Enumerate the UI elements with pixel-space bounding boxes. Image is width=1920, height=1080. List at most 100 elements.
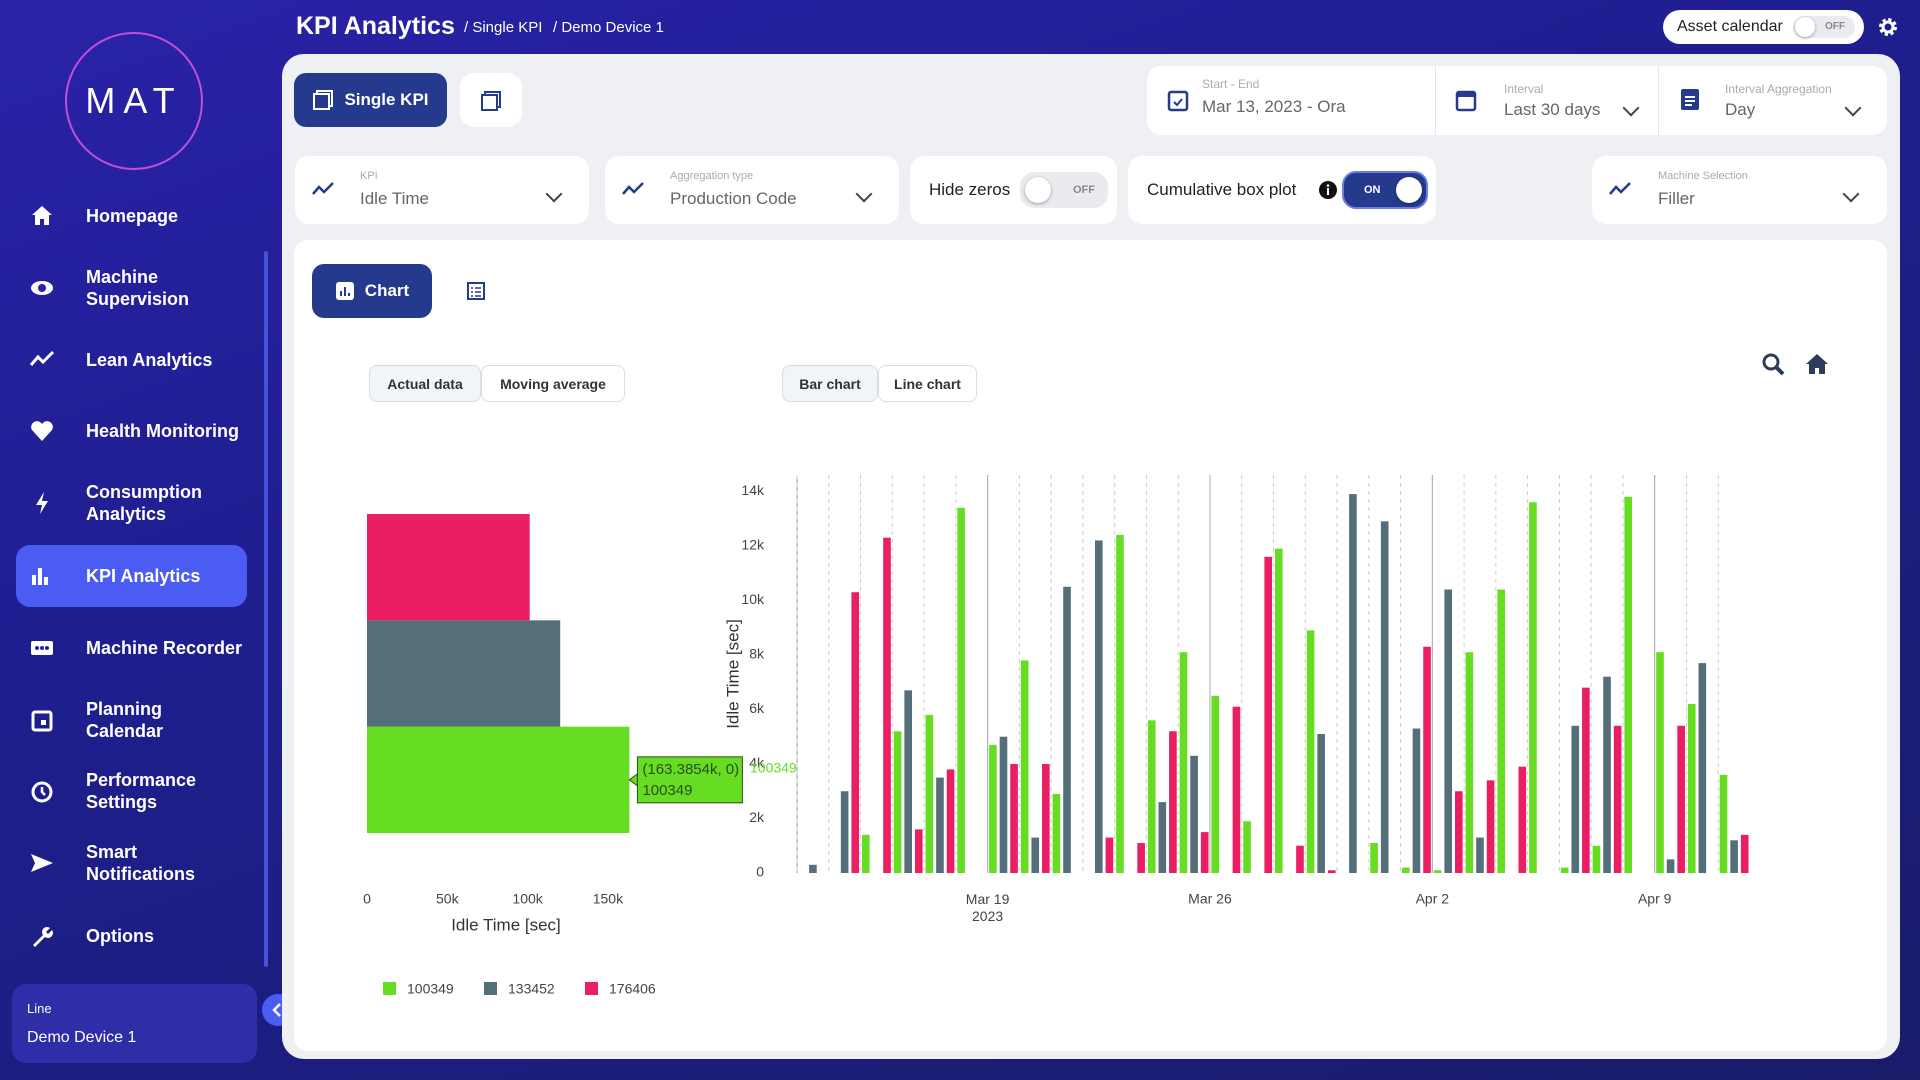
y-tick-label: 2k <box>749 809 765 825</box>
bar <box>1232 706 1241 873</box>
y-tick-label: 8k <box>749 646 765 662</box>
chart-mode-button[interactable]: Line chart <box>878 365 977 402</box>
legend-label: 100349 <box>407 981 454 997</box>
nav-item[interactable]: Smart Notifications <box>16 832 247 894</box>
bar <box>925 714 934 873</box>
filter-value: Filler <box>1658 189 1695 208</box>
bar <box>1010 763 1018 873</box>
nav-item[interactable]: Consumption Analytics <box>16 472 247 534</box>
bar <box>1719 774 1728 873</box>
x-tick-label: Mar 26 <box>1188 891 1232 907</box>
data-mode-button[interactable]: Moving average <box>481 365 625 402</box>
bar <box>1147 720 1156 873</box>
bar <box>809 864 817 873</box>
bar <box>1264 556 1273 873</box>
filter-value[interactable]: Mar 13, 2023 - Ora <box>1202 97 1346 116</box>
y-axis-title: Idle Time [sec] <box>723 619 742 729</box>
legend-swatch <box>383 982 396 995</box>
sidebar: MAT Line Demo Device 1 Homepage Machine S… <box>0 0 294 1080</box>
bar <box>1592 845 1601 873</box>
y-tick-label: 4k <box>749 755 765 771</box>
clipboard-icon <box>1681 89 1699 110</box>
nav-icon <box>31 281 53 295</box>
nav-item[interactable]: Machine Supervision <box>16 257 247 319</box>
x-tick-label: 50k <box>436 891 460 907</box>
tooltip <box>636 756 743 804</box>
chart-view-tab[interactable]: Chart <box>312 264 432 318</box>
bar <box>1497 589 1505 873</box>
zoom-icon[interactable] <box>1761 352 1787 378</box>
x-tick-label: Mar 19 2023 <box>966 891 1010 924</box>
x-tick-label: 100k <box>512 891 543 907</box>
line-selector[interactable]: Line Demo Device 1 <box>12 984 257 1063</box>
nav-item[interactable]: Lean Analytics <box>16 329 247 391</box>
nav-item[interactable]: Performance Settings <box>16 760 247 822</box>
bar <box>840 791 849 873</box>
breadcrumb[interactable]: / Single KPI <box>464 19 543 36</box>
toggle-state: OFF <box>1073 184 1095 196</box>
bar <box>1571 725 1580 873</box>
aggregation-select[interactable]: Aggregation type Production Code <box>605 156 899 224</box>
tab-label: Single KPI <box>344 90 429 109</box>
bar <box>1560 867 1569 873</box>
settings-icon[interactable] <box>1876 15 1900 39</box>
machine-select[interactable]: Machine Selection Filler <box>1592 156 1887 224</box>
bar <box>904 690 912 873</box>
nav-item[interactable]: Homepage <box>16 185 247 247</box>
bar <box>1179 652 1188 873</box>
bar <box>1296 845 1304 873</box>
nav-item[interactable]: KPI Analytics <box>16 545 247 607</box>
bar <box>1730 840 1738 873</box>
toggle[interactable]: OFF <box>1020 172 1108 208</box>
bar <box>1698 663 1707 873</box>
bar <box>1465 652 1474 873</box>
bar <box>1454 791 1463 873</box>
nav-label: Health Monitoring <box>86 421 239 441</box>
tab-label: Chart <box>364 281 410 300</box>
filter-value: Production Code <box>670 189 797 208</box>
bar <box>1137 843 1145 873</box>
bar <box>1402 867 1410 873</box>
nav-label: Planning Calendar <box>86 699 164 741</box>
filter-value[interactable]: Last 30 days <box>1504 100 1601 119</box>
bar <box>1624 496 1633 873</box>
bar <box>1169 731 1177 873</box>
calendar-icon <box>1455 90 1477 112</box>
bar <box>851 592 860 873</box>
nav-label: Machine Recorder <box>86 638 243 658</box>
table-view-tab[interactable] <box>466 281 486 301</box>
nav-icon <box>32 206 52 225</box>
nav-item[interactable]: Options <box>16 905 247 967</box>
bar <box>1486 780 1495 873</box>
info-icon[interactable] <box>1318 180 1338 200</box>
legend-label: 176406 <box>609 981 656 997</box>
nav-icon <box>31 421 53 441</box>
tooltip-name: 100349 <box>642 782 692 799</box>
asset-calendar[interactable]: Asset calendar OFF <box>1663 10 1864 44</box>
breadcrumb[interactable]: / Demo Device 1 <box>553 19 664 36</box>
bar <box>1042 763 1050 873</box>
bar <box>367 514 530 621</box>
nav-item[interactable]: Health Monitoring <box>16 400 247 462</box>
filter-value[interactable]: Day <box>1725 100 1756 119</box>
chart-mode-button[interactable]: Bar chart <box>782 365 878 402</box>
home-icon[interactable] <box>1804 352 1830 376</box>
multi-kpi-tab[interactable] <box>460 73 522 127</box>
data-mode-button[interactable]: Actual data <box>369 365 481 402</box>
filter-label: Interval <box>1504 82 1544 96</box>
bar <box>367 726 630 833</box>
bar <box>1677 725 1685 873</box>
toggle[interactable]: ON <box>1342 171 1428 209</box>
bar <box>1370 843 1378 873</box>
bar <box>989 744 997 873</box>
bar <box>367 620 561 727</box>
nav-item[interactable]: Machine Recorder <box>16 617 247 679</box>
tooltip-pointer <box>628 772 638 787</box>
nav-item[interactable]: Planning Calendar <box>16 689 247 751</box>
single-kpi-tab[interactable]: Single KPI <box>294 73 447 127</box>
bar <box>862 834 870 873</box>
toggle[interactable]: OFF <box>1793 16 1855 38</box>
kpi-select[interactable]: KPI Idle Time <box>295 156 589 224</box>
